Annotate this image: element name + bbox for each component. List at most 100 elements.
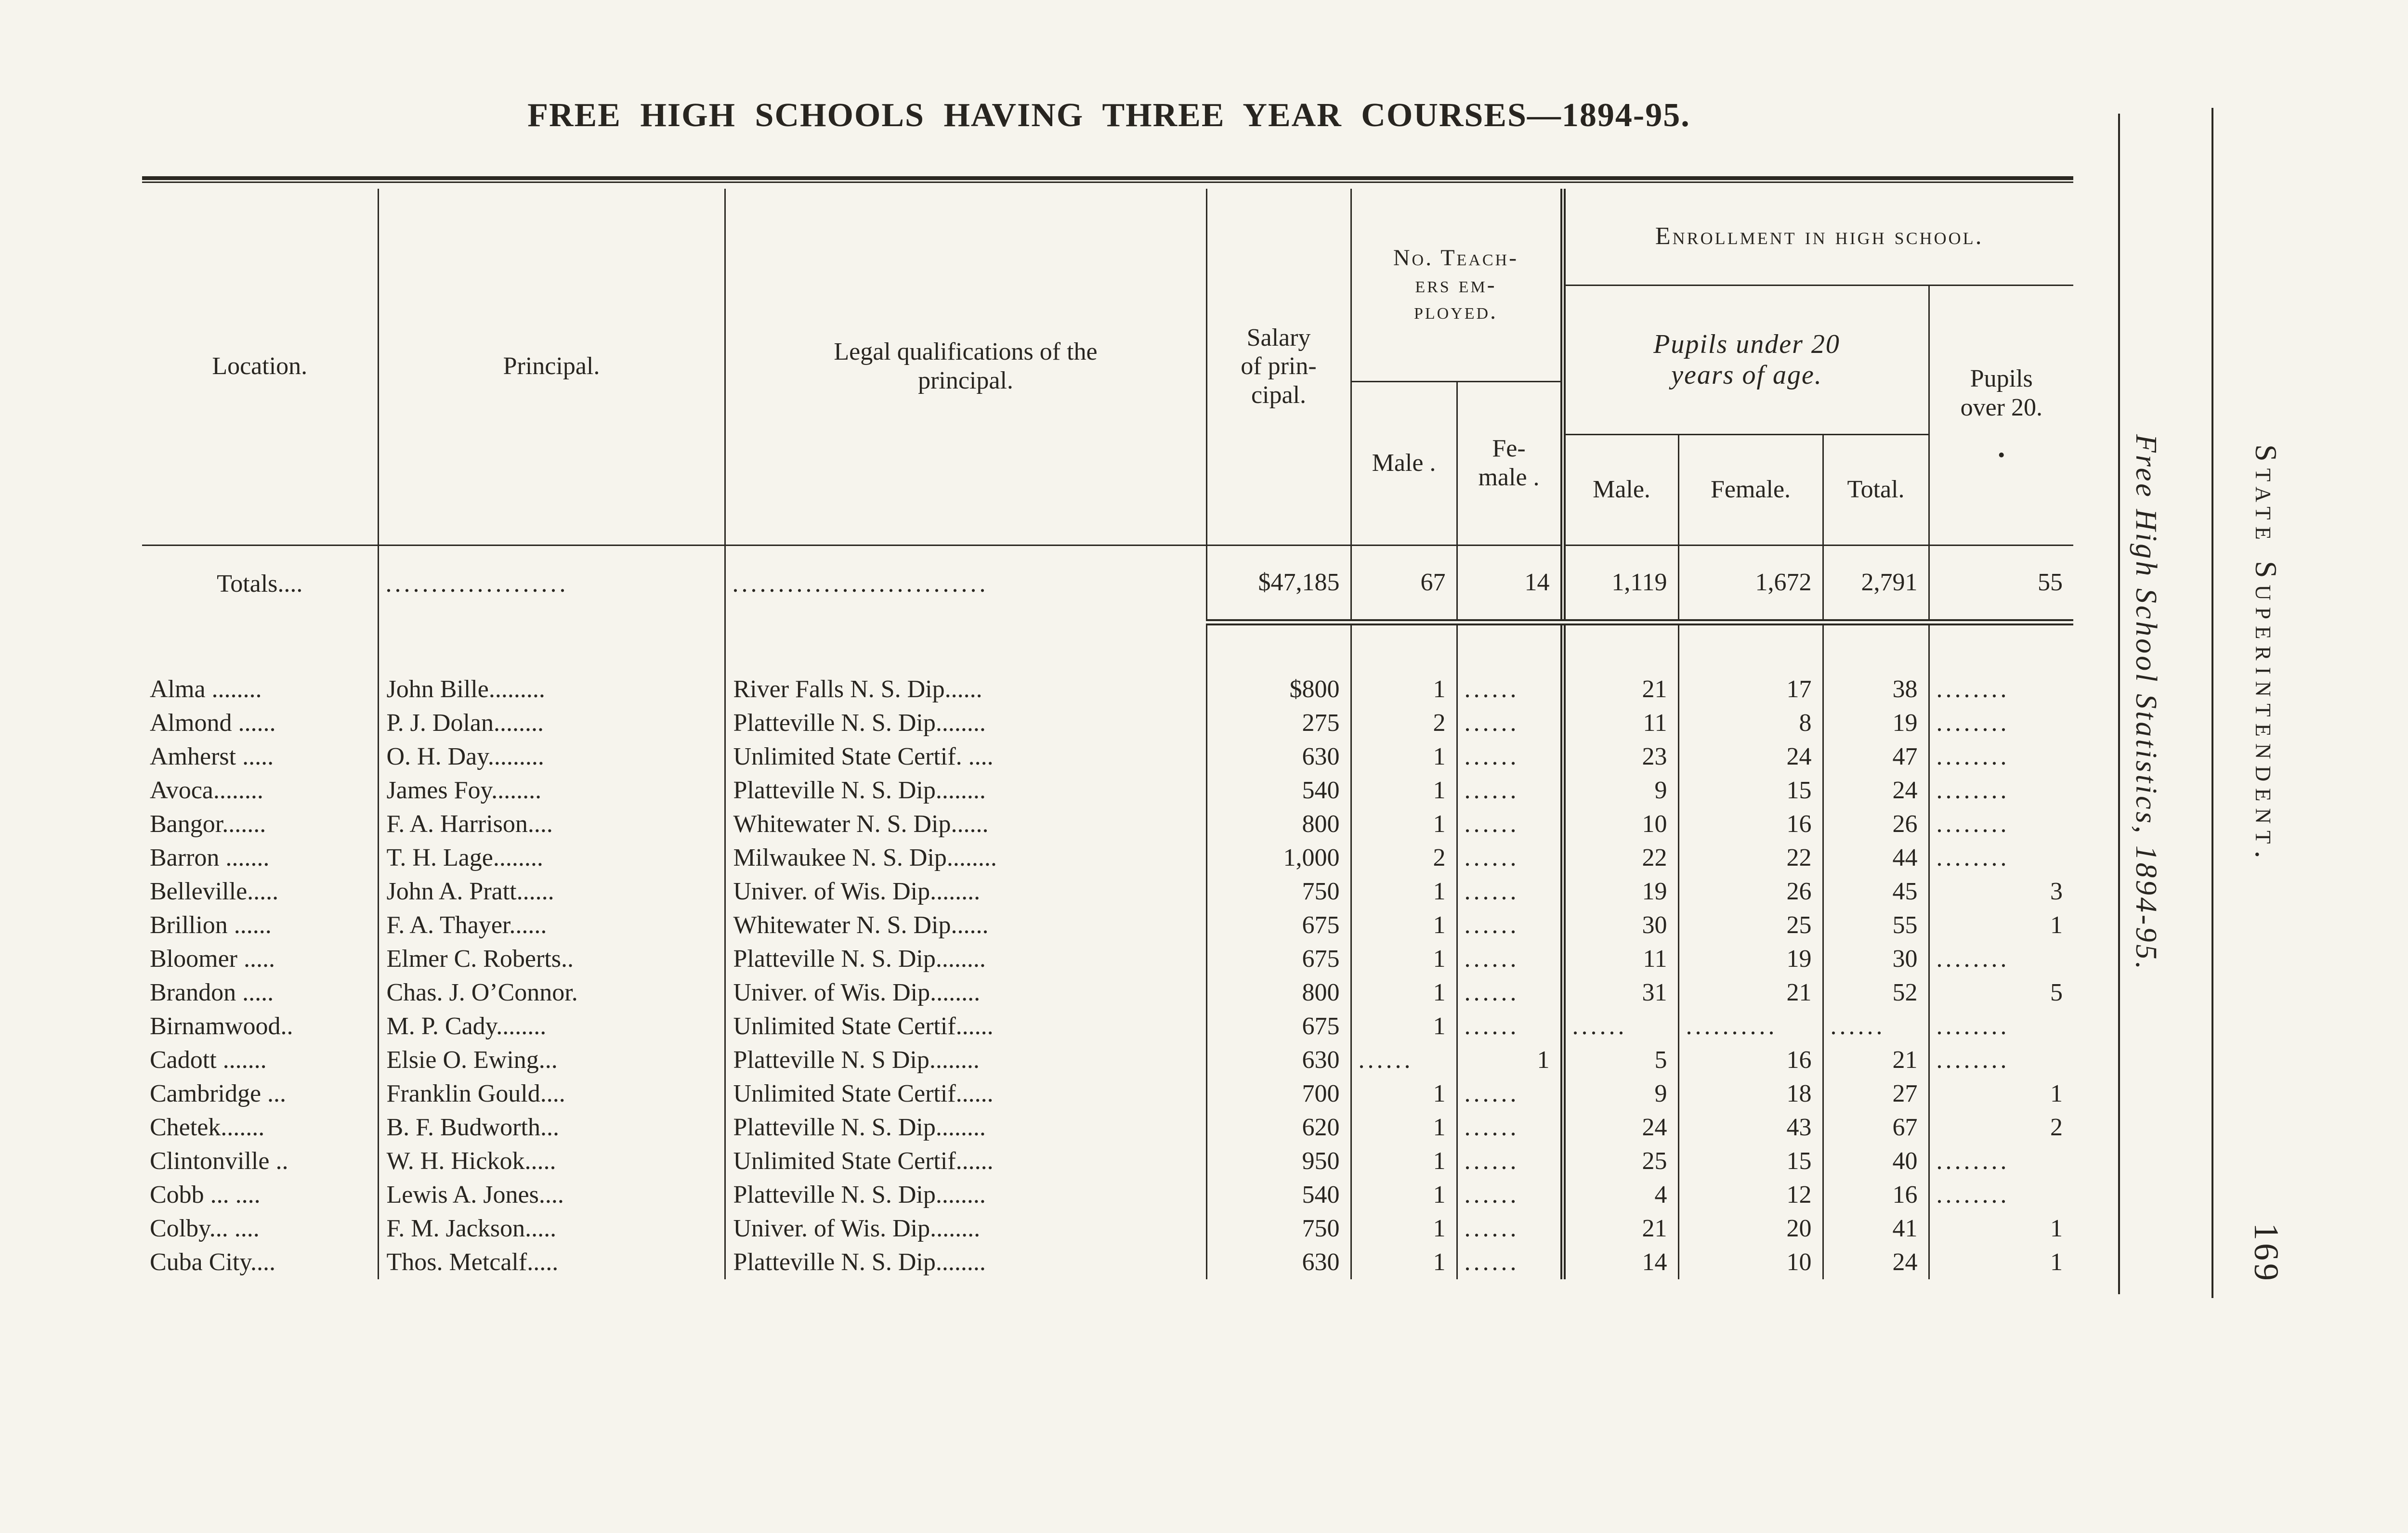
cell-pupils-over-20: ........ bbox=[1928, 1178, 2074, 1212]
cell-pupils-total: 52 bbox=[1822, 976, 1929, 1010]
cell-pupils-over-20: 1 bbox=[1928, 1077, 2074, 1111]
table-row: Bangor....... F. A. Harrison.... Whitewate… bbox=[142, 807, 2074, 841]
cell-totals-teachers-female: 14 bbox=[1456, 545, 1563, 625]
cell-location: Clintonville .. bbox=[150, 1147, 288, 1175]
cell-principal: Elsie O. Ewing... bbox=[377, 1043, 725, 1077]
cell-teachers-female: ...... bbox=[1456, 774, 1563, 807]
page-number: 169 bbox=[2247, 1223, 2286, 1284]
cell-qualifications: Unlimited State Certif...... bbox=[724, 1010, 1206, 1043]
cell-pupils-over-20: ........ bbox=[1928, 807, 2074, 841]
cell-teachers-male: 1 bbox=[1350, 1077, 1457, 1111]
cell-location: Alma ........ bbox=[150, 676, 262, 703]
cell-pupils-over-20: ........ bbox=[1928, 1144, 2074, 1178]
cell-location: Bangor....... bbox=[150, 810, 266, 838]
cell-pupils-over-20: 5 bbox=[1928, 976, 2074, 1010]
cell-qualifications: Platteville N. S. Dip........ bbox=[724, 1246, 1206, 1279]
table-row: Barron ....... T. H. Lage........ Milwauke… bbox=[142, 841, 2074, 875]
cell-pupils-over-20: ........ bbox=[1928, 774, 2074, 807]
cell-location: Brandon ..... bbox=[150, 979, 274, 1007]
cell-teachers-female: ...... bbox=[1456, 1077, 1563, 1111]
cell-location: Amherst ..... bbox=[150, 743, 274, 771]
table-row: Birnamwood.. M. P. Cady........ Unlimited … bbox=[142, 1010, 2074, 1043]
spacer-cell bbox=[1205, 622, 1351, 673]
cell-teachers-male: 1 bbox=[1350, 875, 1457, 909]
table-row: Cadott ....... Elsie O. Ewing... Plattevil… bbox=[142, 1043, 2074, 1077]
margin-superintendent-label: State Superintendent. bbox=[2249, 444, 2283, 865]
cell-salary: 1,000 bbox=[1205, 841, 1351, 875]
cell-principal: P. J. Dolan........ bbox=[377, 706, 725, 740]
table-row: Alma ........ John Bille......... River Fa… bbox=[142, 673, 2074, 706]
column-header-pupils-male: Male. bbox=[1560, 434, 1678, 546]
column-header-teachers-male: Male . bbox=[1350, 381, 1457, 546]
cell-location: Cuba City.... bbox=[150, 1248, 275, 1276]
cell-pupils-over-20: ........ bbox=[1928, 1043, 2074, 1077]
cell-qualifications: Platteville N. S Dip........ bbox=[724, 1043, 1206, 1077]
cell-qualifications: Platteville N. S. Dip........ bbox=[724, 1178, 1206, 1212]
cell-teachers-female: ...... bbox=[1456, 942, 1563, 976]
cell-principal: Franklin Gould.... bbox=[377, 1077, 725, 1111]
spacer-cell bbox=[1822, 622, 1929, 673]
cell-location: Colby... .... bbox=[150, 1215, 260, 1243]
cell-teachers-male: 1 bbox=[1350, 1178, 1457, 1212]
cell-qualifications: Unlimited State Certif...... bbox=[724, 1144, 1206, 1178]
cell-pupils-total: 45 bbox=[1822, 875, 1929, 909]
cell-pupils-male: 9 bbox=[1560, 774, 1678, 807]
footnote-dot: • bbox=[1998, 444, 2005, 467]
cell-pupils-over-20: ........ bbox=[1928, 841, 2074, 875]
cell-salary: 700 bbox=[1205, 1077, 1351, 1111]
cell-salary: 675 bbox=[1205, 1010, 1351, 1043]
cell-pupils-female: 17 bbox=[1677, 673, 1823, 706]
table-row: Brandon ..... Chas. J. O’Connor. Univer. o… bbox=[142, 976, 2074, 1010]
cell-pupils-female: 19 bbox=[1677, 942, 1823, 976]
cell-principal: John Bille......... bbox=[377, 673, 725, 706]
cell-principal: Elmer C. Roberts.. bbox=[377, 942, 725, 976]
cell-qualifications: Platteville N. S. Dip........ bbox=[724, 1111, 1206, 1144]
cell-teachers-male: 1 bbox=[1350, 909, 1457, 942]
cell-principal: F. A. Thayer...... bbox=[377, 909, 725, 942]
cell-qualifications: Platteville N. S. Dip........ bbox=[724, 942, 1206, 976]
cell-principal: F. A. Harrison.... bbox=[377, 807, 725, 841]
cell-teachers-male: 1 bbox=[1350, 1246, 1457, 1279]
cell-pupils-total: 40 bbox=[1822, 1144, 1929, 1178]
cell-teachers-female: ...... bbox=[1456, 875, 1563, 909]
cell-pupils-female: .......... bbox=[1677, 1010, 1823, 1043]
cell-pupils-over-20: 1 bbox=[1928, 909, 2074, 942]
cell-location: Cambridge ... bbox=[150, 1080, 287, 1108]
cell-qualifications: Whitewater N. S. Dip...... bbox=[724, 909, 1206, 942]
cell-location: Chetek....... bbox=[150, 1114, 265, 1142]
cell-pupils-male: 24 bbox=[1560, 1111, 1678, 1144]
column-header-pupils-total: Total. bbox=[1822, 434, 1929, 546]
spacer-row bbox=[142, 622, 2074, 673]
cell-pupils-total: 21 bbox=[1822, 1043, 1929, 1077]
cell-teachers-female: ...... bbox=[1456, 740, 1563, 774]
spacer-cell bbox=[1677, 622, 1823, 673]
table-body-rows: Totals.... .................... ........… bbox=[142, 545, 2074, 1279]
cell-principal: Chas. J. O’Connor. bbox=[377, 976, 725, 1010]
cell-pupils-over-20: ........ bbox=[1928, 1010, 2074, 1043]
cell-qualifications: Milwaukee N. S. Dip........ bbox=[724, 841, 1206, 875]
cell-teachers-male: 2 bbox=[1350, 706, 1457, 740]
cell-pupils-female: 15 bbox=[1677, 1144, 1823, 1178]
cell-principal: John A. Pratt...... bbox=[377, 875, 725, 909]
cell-teachers-female: ...... bbox=[1456, 1144, 1563, 1178]
cell-pupils-over-20: ........ bbox=[1928, 740, 2074, 774]
title-divider-rule bbox=[142, 176, 2073, 183]
cell-pupils-over-20: 2 bbox=[1928, 1111, 2074, 1144]
table-row: Clintonville .. W. H. Hickok..... Unlimite… bbox=[142, 1144, 2074, 1178]
cell-pupils-over-20: ........ bbox=[1928, 942, 2074, 976]
cell-pupils-female: 16 bbox=[1677, 807, 1823, 841]
cell-pupils-total: 24 bbox=[1822, 1246, 1929, 1279]
cell-salary: 675 bbox=[1205, 909, 1351, 942]
cell-teachers-female: ...... bbox=[1456, 807, 1563, 841]
cell-salary: 675 bbox=[1205, 942, 1351, 976]
cell-pupils-male: 25 bbox=[1560, 1144, 1678, 1178]
cell-teachers-female: ...... bbox=[1456, 841, 1563, 875]
cell-salary: 540 bbox=[1205, 774, 1351, 807]
cell-principal: Lewis A. Jones.... bbox=[377, 1178, 725, 1212]
cell-pupils-total: 19 bbox=[1822, 706, 1929, 740]
cell-salary: 950 bbox=[1205, 1144, 1351, 1178]
cell-teachers-male: 1 bbox=[1350, 1111, 1457, 1144]
cell-qualifications: Platteville N. S. Dip........ bbox=[724, 774, 1206, 807]
cell-location: Brillion ...... bbox=[150, 911, 272, 939]
cell-pupils-total: 47 bbox=[1822, 740, 1929, 774]
